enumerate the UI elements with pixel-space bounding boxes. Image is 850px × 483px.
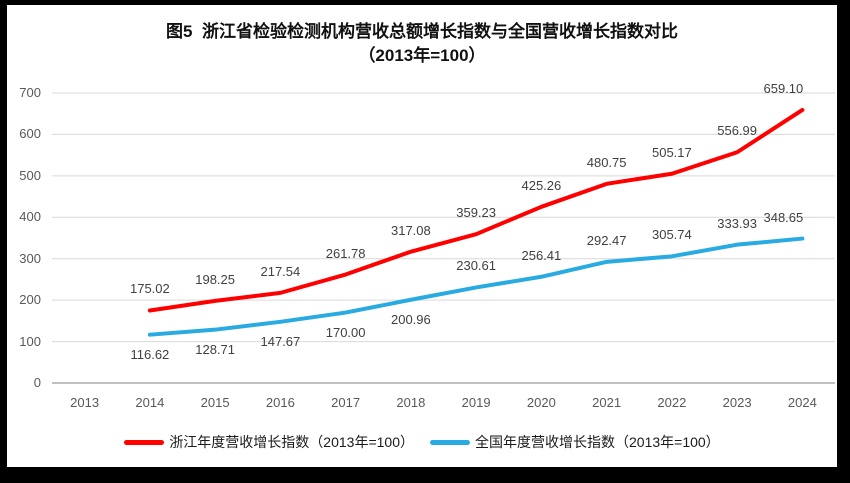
y-axis-tick-label: 400 (19, 209, 41, 225)
zhejiang-line-marker-icon (124, 439, 165, 445)
y-axis-tick-label: 300 (19, 250, 41, 266)
x-axis-tick-label: 2015 (200, 395, 230, 410)
x-axis-tick-label: 2014 (135, 395, 165, 410)
legend-item-zhejiang: 浙江年度营收增长指数（2013年=100） (124, 432, 414, 452)
data-point-label: 175.02 (129, 281, 170, 297)
y-axis-tick-label: 0 (33, 375, 41, 390)
data-point-label: 200.96 (390, 311, 431, 327)
x-axis-tick-label: 2024 (787, 395, 817, 410)
data-point-label: 359.23 (456, 205, 497, 221)
legend-label-zhejiang: 浙江年度营收增长指数（2013年=100） (169, 434, 414, 450)
data-point-label: 116.62 (130, 346, 170, 362)
chart-title-line2: （2013年=100） (358, 46, 486, 65)
legend-label-national: 全国年度营收增长指数（2013年=100） (475, 434, 720, 450)
legend: 浙江年度营收增长指数（2013年=100） 全国年度营收增长指数（2013年=1… (7, 432, 837, 452)
chart-canvas (52, 92, 835, 384)
x-axis-tick-label: 2018 (396, 395, 426, 410)
data-point-label: 317.08 (390, 222, 431, 238)
data-point-label: 505.17 (651, 144, 692, 160)
legend-item-national: 全国年度营收增长指数（2013年=100） (430, 432, 720, 452)
data-point-label: 292.47 (586, 232, 627, 248)
data-point-label: 217.54 (260, 263, 301, 279)
data-point-label: 198.25 (195, 271, 236, 287)
data-point-label: 556.99 (717, 123, 758, 139)
y-axis-tick-label: 200 (19, 292, 41, 308)
x-axis-tick-label: 2013 (70, 395, 100, 410)
x-axis-tick-label: 2022 (657, 395, 687, 410)
national-series-line (147, 236, 805, 337)
data-point-label: 230.61 (456, 258, 497, 274)
x-axis-tick-label: 2020 (526, 395, 556, 410)
data-point-label: 348.65 (763, 209, 804, 225)
zhejiang-series-line (147, 107, 805, 313)
chart-title: 图5 浙江省检验检测机构营收总额增长指数与全国营收增长指数对比 （2013年=1… (7, 20, 837, 68)
x-axis-tick-label: 2019 (461, 395, 491, 410)
y-axis-tick-label: 500 (19, 167, 41, 183)
x-axis-tick-label: 2023 (722, 395, 752, 410)
y-axis-tick-label: 600 (19, 126, 41, 142)
data-point-label: 333.93 (717, 215, 758, 231)
x-axis-tick-label: 2021 (592, 395, 622, 410)
y-axis-tick-label: 700 (19, 85, 41, 100)
data-point-label: 261.78 (325, 245, 366, 261)
data-point-label: 256.41 (521, 247, 562, 263)
x-axis-tick-label: 2017 (331, 395, 361, 410)
national-line-marker-icon (430, 439, 470, 445)
chart-panel: 图5 浙江省检验检测机构营收总额增长指数与全国营收增长指数对比 （2013年=1… (7, 5, 837, 467)
plot-area: 0 100 200 300 400 500 600 700 2013 2014 2015 2016 20… (7, 5, 837, 467)
data-point-label: 147.67 (260, 333, 301, 349)
data-point-label: 659.10 (763, 80, 804, 96)
chart-title-line1: 图5 浙江省检验检测机构营收总额增长指数与全国营收增长指数对比 (166, 22, 678, 41)
data-point-label: 480.75 (586, 154, 627, 170)
data-point-label: 305.74 (651, 227, 692, 243)
data-point-label: 170.00 (325, 324, 366, 340)
data-point-label: 425.26 (521, 177, 562, 193)
data-point-label: 128.71 (195, 341, 236, 357)
y-axis-tick-label: 100 (19, 333, 41, 349)
x-axis-tick-label: 2016 (265, 395, 295, 410)
